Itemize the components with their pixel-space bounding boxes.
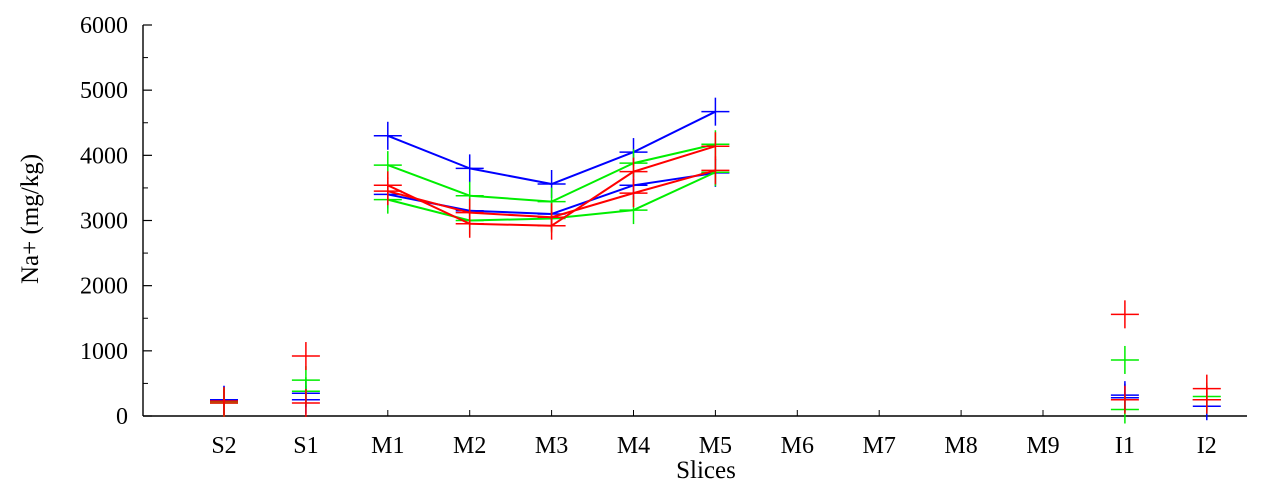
x-tick-label: M6 [781, 433, 814, 459]
data-point-marker [701, 97, 730, 126]
data-point-marker [1192, 385, 1221, 414]
x-tick-label: S2 [211, 433, 236, 459]
axes: 0 1000 2000 3000 4000 5000 6000 S2 S1 M1 M2 M3 M4 M5 M… [80, 13, 1247, 459]
series-line-segment [387, 190, 470, 214]
x-tick-label: M5 [699, 433, 732, 459]
axis-labels: Slices Na+ (mg/kg) [17, 154, 736, 482]
data-point-marker [701, 132, 730, 161]
series-line-segment [633, 169, 716, 195]
series-line-segment [633, 145, 716, 173]
data-point-marker [455, 154, 484, 183]
series-line-segment [633, 110, 716, 153]
series-line-segment [633, 171, 716, 211]
series-line-segment [551, 162, 634, 203]
data-point-marker [1110, 345, 1139, 374]
x-tick-label: M2 [453, 433, 486, 459]
data-point-marker [291, 388, 320, 417]
y-tick-label: 0 [116, 404, 128, 430]
x-tick-label: I2 [1197, 433, 1217, 459]
series-4 [210, 158, 1221, 424]
data-point-marker [537, 203, 566, 232]
data-point-marker [455, 198, 484, 227]
series-line-segment [387, 164, 471, 197]
y-tick-label: 3000 [80, 209, 128, 235]
data-point-marker [1110, 300, 1139, 329]
x-axis-label: Slices [676, 457, 736, 482]
y-axis-label: Na+ (mg/kg) [17, 154, 44, 284]
data-point-marker [701, 156, 730, 185]
series-1 [210, 97, 1221, 421]
series-line-segment [633, 171, 716, 187]
data-point-marker [210, 388, 238, 417]
data-point-marker [291, 342, 320, 371]
x-tick-label: M3 [535, 433, 568, 459]
y-tick-label: 6000 [80, 13, 128, 39]
series-line-segment [551, 151, 634, 185]
data-point-marker [1110, 385, 1139, 414]
x-tick-label: M8 [944, 433, 977, 459]
x-tick-label: I1 [1115, 433, 1135, 459]
x-tick-label: M4 [617, 433, 650, 459]
x-tick-label: M1 [371, 433, 404, 459]
y-tick-label: 2000 [80, 274, 128, 300]
series-line-segment [469, 211, 552, 219]
y-tick-label: 5000 [80, 78, 128, 104]
series-layer [210, 97, 1221, 424]
x-tick-label: M9 [1026, 433, 1059, 459]
y-tick-label: 4000 [80, 143, 128, 169]
series-line-segment [387, 134, 471, 170]
series-line-segment [469, 167, 552, 185]
data-point-marker [373, 121, 402, 150]
series-2 [210, 158, 1221, 415]
series-line-segment [633, 143, 716, 165]
x-tick-label: S1 [293, 433, 318, 459]
y-tick-label: 1000 [80, 339, 128, 365]
data-point-marker [373, 177, 402, 206]
series-line-segment [551, 192, 634, 219]
series-6 [210, 156, 1221, 417]
series-line-segment [469, 194, 552, 203]
data-point-marker [619, 179, 648, 208]
x-tick-label: M7 [863, 433, 896, 459]
